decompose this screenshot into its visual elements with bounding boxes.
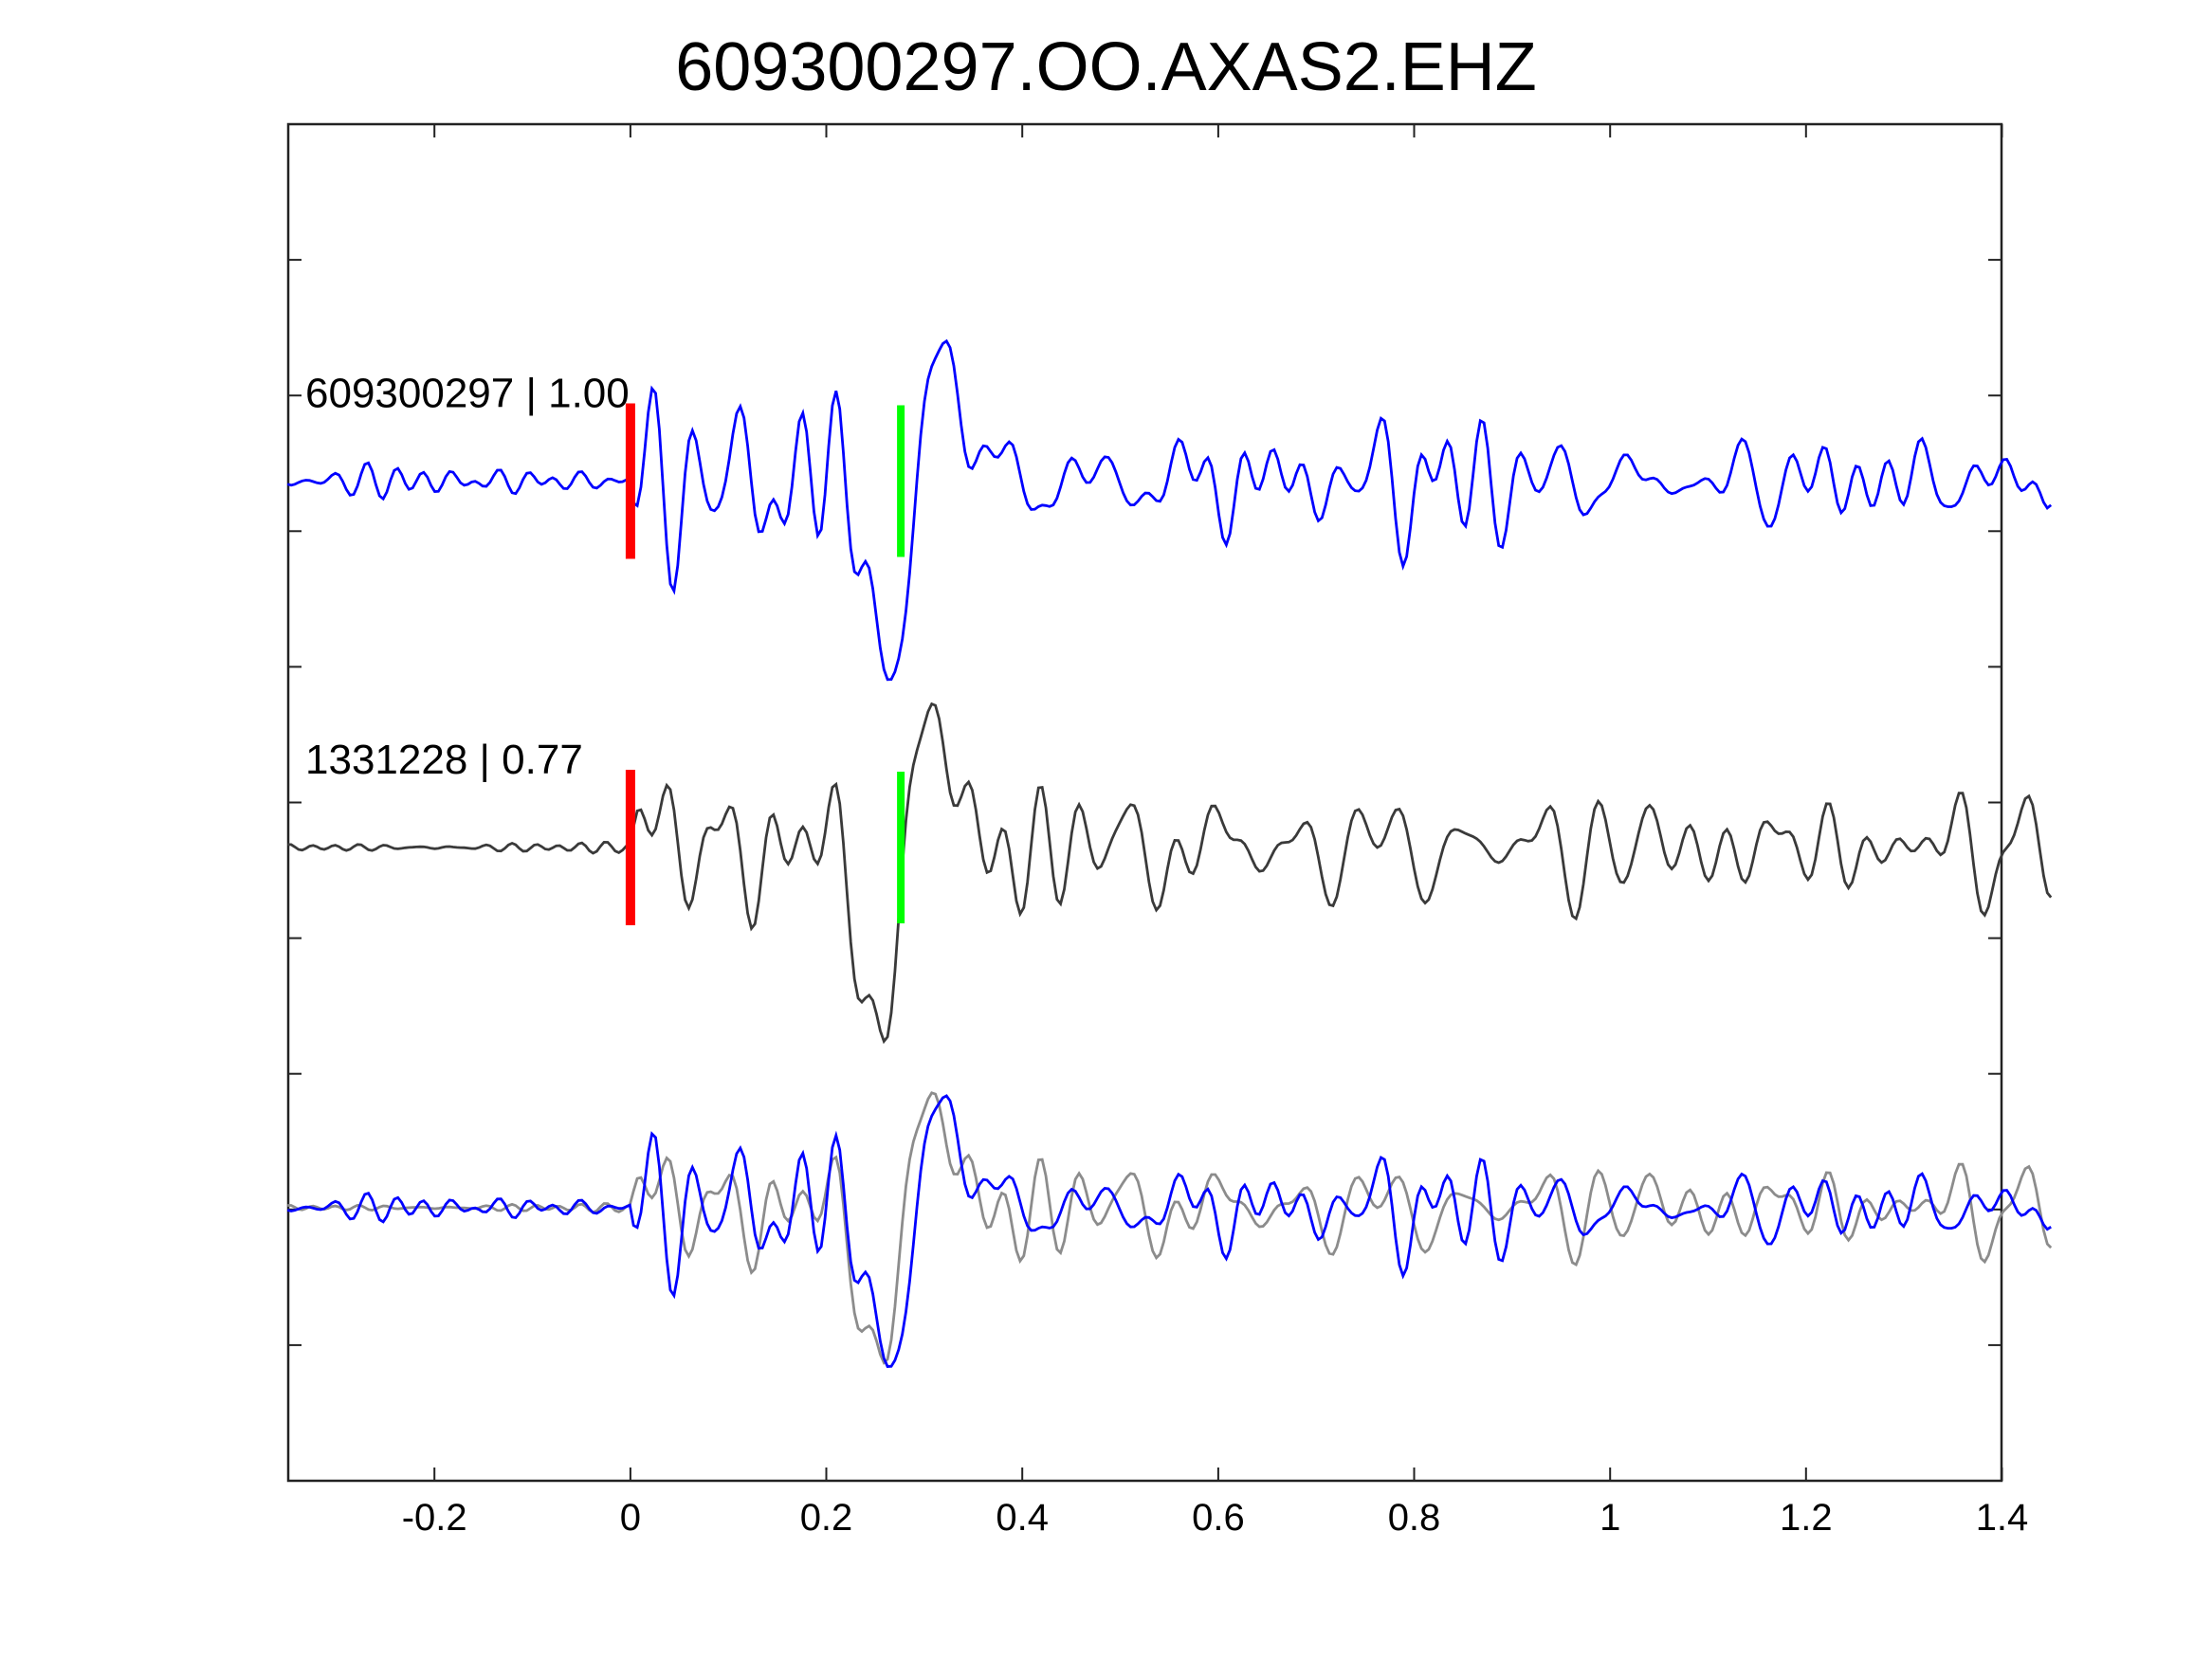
svg-text:609300297 | 1.00: 609300297 | 1.00 <box>305 371 630 417</box>
svg-text:0.4: 0.4 <box>996 1497 1049 1539</box>
svg-text:1331228 | 0.77: 1331228 | 0.77 <box>305 737 583 783</box>
svg-text:0: 0 <box>620 1497 641 1539</box>
svg-text:0.6: 0.6 <box>1192 1497 1245 1539</box>
svg-text:0.8: 0.8 <box>1388 1497 1441 1539</box>
svg-text:1.4: 1.4 <box>1976 1497 2029 1539</box>
svg-text:-0.2: -0.2 <box>402 1497 467 1539</box>
svg-text:0.2: 0.2 <box>800 1497 853 1539</box>
svg-text:1: 1 <box>1600 1497 1620 1539</box>
svg-text:1.2: 1.2 <box>1780 1497 1833 1539</box>
